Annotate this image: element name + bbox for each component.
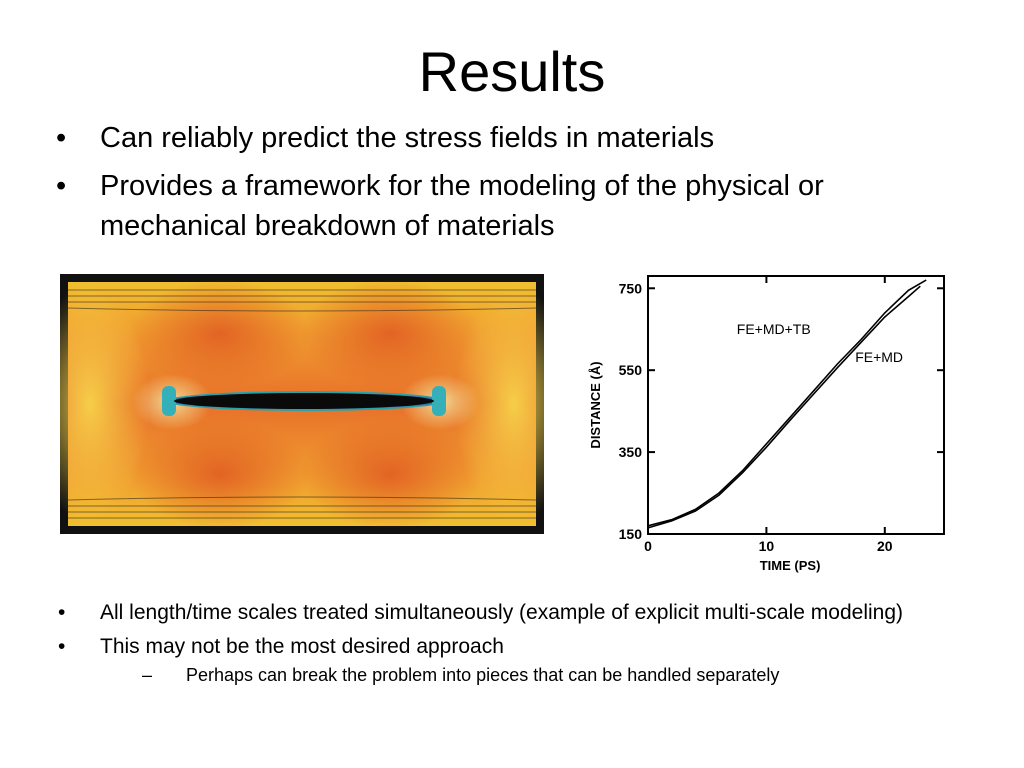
series-annotation: FE+MD — [855, 349, 903, 365]
series-line-1 — [647, 279, 927, 527]
bullet-icon: • — [56, 170, 67, 202]
bottom-bullet-text: This may not be the most desired approac… — [100, 635, 504, 658]
dash-icon: – — [142, 665, 153, 685]
x-tick-label: 10 — [759, 538, 775, 554]
distance-time-chart: 150 350 550 750 0 10 20 TIME (PS) DISTANCE (Å) FE… — [588, 275, 945, 573]
bullet-icon: • — [56, 122, 67, 154]
bottom-bullet-list: • All length/time scales treated simulta… — [58, 598, 978, 692]
top-bullet-list: • Can reliably predict the stress fields… — [56, 118, 976, 254]
y-tick-label: 150 — [619, 526, 643, 542]
x-tick-label: 0 — [644, 538, 652, 554]
x-axis-label: TIME (PS) — [760, 558, 821, 573]
sub-bullet-text: Perhaps can break the problem into piece… — [186, 665, 780, 685]
y-axis-label: DISTANCE (Å) — [588, 361, 603, 448]
y-tick-label: 750 — [619, 280, 643, 296]
stress-field-simulation-image — [60, 274, 544, 534]
bottom-bullet-item: • This may not be the most desired appro… — [58, 632, 978, 688]
sub-bullet-item: – Perhaps can break the problem into pie… — [142, 662, 978, 688]
bullet-icon: • — [58, 601, 66, 624]
sub-bullet-list: – Perhaps can break the problem into pie… — [100, 662, 978, 688]
plot-frame — [647, 275, 945, 535]
bottom-bullet-text: All length/time scales treated simultane… — [100, 601, 904, 624]
series-line-2 — [647, 285, 921, 529]
top-bullet-text: Provides a framework for the modeling of… — [100, 170, 824, 242]
bottom-bullet-item: • All length/time scales treated simulta… — [58, 598, 978, 628]
x-tick-label: 20 — [877, 538, 893, 554]
y-tick-label: 350 — [619, 444, 643, 460]
top-bullet-item: • Can reliably predict the stress fields… — [56, 118, 976, 158]
top-bullet-text: Can reliably predict the stress fields i… — [100, 122, 715, 154]
y-tick-label: 550 — [619, 362, 643, 378]
top-bullet-item: • Provides a framework for the modeling … — [56, 166, 976, 246]
bullet-icon: • — [58, 635, 66, 658]
series-annotation: FE+MD+TB — [737, 321, 811, 337]
slide-title: Results — [418, 40, 606, 103]
